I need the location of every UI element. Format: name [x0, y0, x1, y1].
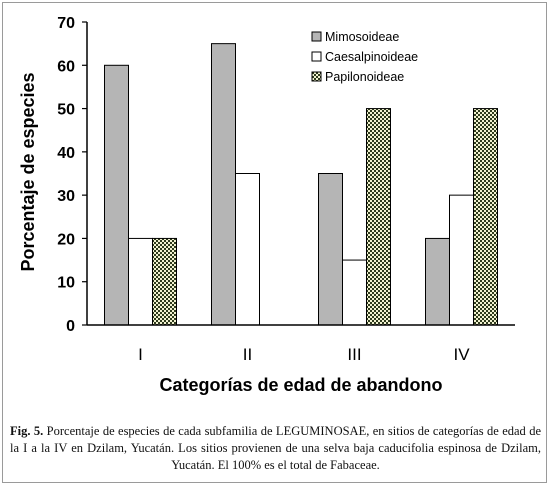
x-axis-title: Categorías de edad de abandono	[159, 375, 442, 395]
y-tick-label: 0	[66, 318, 75, 335]
y-tick-label: 60	[57, 58, 75, 75]
figure-frame	[2, 2, 547, 483]
y-tick-label: 30	[57, 188, 75, 205]
bar-mimosoideae-iii	[318, 173, 343, 326]
category-labels: I II III IV	[138, 345, 470, 364]
legend-label: Mimosoideae	[325, 30, 399, 44]
y-ticks: 0 10 20 30 40 50 60 70	[57, 15, 87, 335]
y-tick-label: 70	[57, 15, 75, 32]
legend-swatch	[311, 31, 322, 42]
y-tick-label: 10	[57, 275, 75, 292]
y-axis-title-group: Porcentaje de especies	[18, 72, 38, 271]
caption-text: Porcentaje de especies de cada subfamili…	[10, 424, 541, 472]
bars	[104, 43, 498, 326]
legend-swatch	[311, 71, 322, 82]
category-label: III	[347, 345, 361, 364]
bar-papilonoideae-i	[152, 237, 177, 326]
bar-mimosoideae-i	[104, 64, 129, 326]
bar-papilonoideae-iv	[473, 108, 498, 326]
figure-caption: Fig. 5. Porcentaje de especies de cada s…	[10, 423, 541, 474]
legend-label: Caesalpinoideae	[325, 50, 418, 64]
bar-caesalpinoideae-i	[128, 237, 153, 326]
caption-label: Fig. 5.	[10, 424, 44, 438]
category-label: II	[243, 345, 252, 364]
axes	[86, 22, 515, 326]
bar-caesalpinoideae-iii	[342, 259, 367, 326]
y-tick-label: 40	[57, 145, 75, 162]
legend: Mimosoideae Caesalpinoideae Papilonoideae	[311, 30, 418, 84]
y-axis-title: Porcentaje de especies	[18, 72, 38, 271]
bar-caesalpinoideae-ii	[235, 173, 260, 326]
bar-chart: Porcentaje de especies 0 10 20 30 40 50 60 70 I…	[18, 15, 515, 395]
category-label: IV	[453, 345, 470, 364]
bar-mimosoideae-iv	[425, 237, 450, 326]
bar-papilonoideae-iii	[366, 108, 391, 326]
bar-mimosoideae-ii	[211, 43, 236, 326]
bar-caesalpinoideae-iv	[449, 194, 474, 326]
legend-swatch	[311, 51, 322, 62]
y-tick-label: 20	[57, 231, 75, 248]
legend-label: Papilonoideae	[325, 70, 404, 84]
y-tick-label: 50	[57, 102, 75, 119]
category-label: I	[138, 345, 143, 364]
